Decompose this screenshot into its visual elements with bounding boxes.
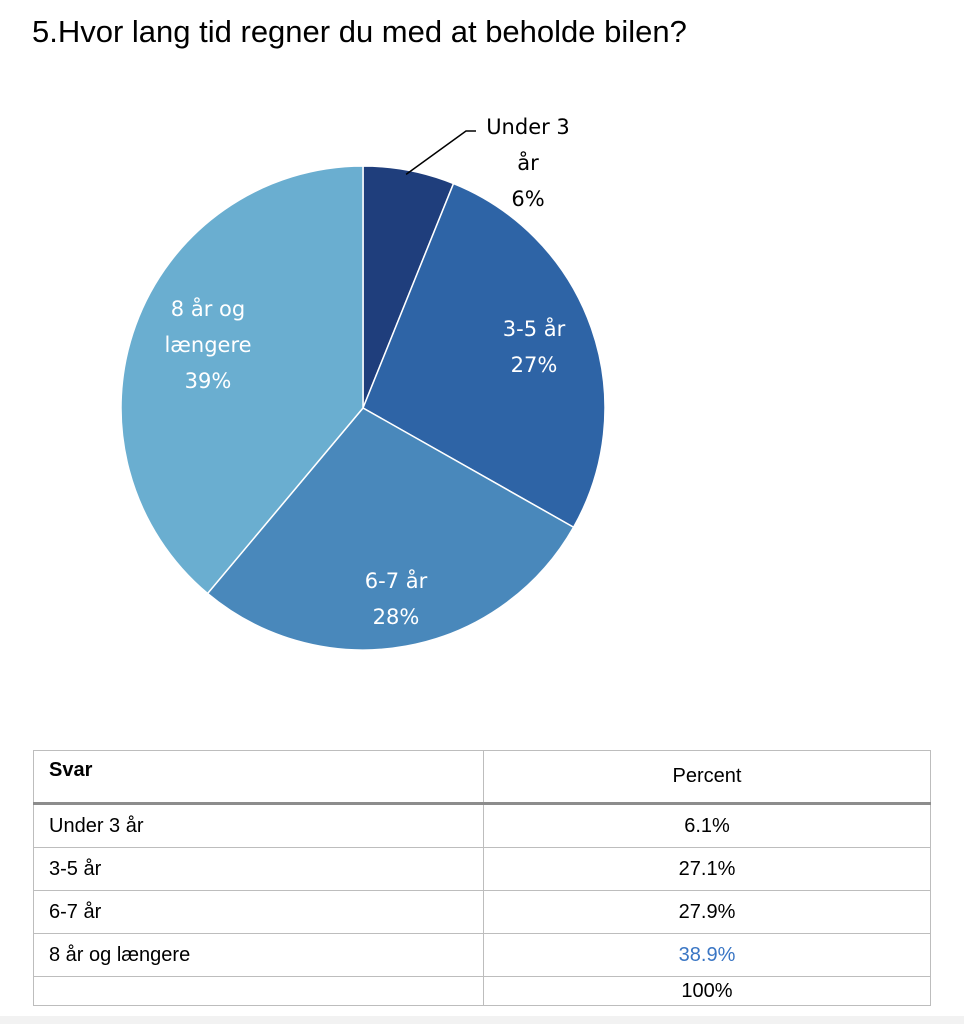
slice-label-line: længere <box>164 333 251 357</box>
table-row: 8 år og længere 38.9% <box>33 933 931 977</box>
row-percent: 27.1% <box>483 847 931 891</box>
slice-label-line: 39% <box>185 369 232 393</box>
slice-label-line: 27% <box>511 353 558 377</box>
pie-chart: Under 3 år 6% 3-5 år 27% 6-7 år 28% 8 år og læng… <box>120 115 606 651</box>
row-svar: 6-7 år <box>33 890 484 934</box>
row-svar: Under 3 år <box>33 803 484 848</box>
slice-label-line: 3-5 år <box>503 316 566 341</box>
slice-label: Under 3 år 6% <box>486 115 570 211</box>
table-row: 6-7 år 27.9% <box>33 890 931 934</box>
table-total-row: 100% <box>33 976 931 1006</box>
table-header-row: Svar Percent <box>33 750 931 804</box>
slice-label: 3-5 år 27% <box>503 316 566 377</box>
slice-label-line: 6% <box>511 187 544 211</box>
row-percent: 27.9% <box>483 890 931 934</box>
leader-lines <box>405 130 476 176</box>
bottom-strip <box>0 1016 964 1024</box>
row-svar: 8 år og længere <box>33 933 484 977</box>
table-row: 3-5 år 27.1% <box>33 847 931 891</box>
results-table: Svar Percent Under 3 år 6.1% 3-5 år 27.1… <box>33 750 931 1006</box>
pie-slice <box>362 182 606 529</box>
slice-label-line: år <box>517 150 539 175</box>
slice-labels: Under 3 år 6% 3-5 år 27% 6-7 år 28% 8 år og læng… <box>164 115 569 629</box>
total-svar <box>33 976 484 1006</box>
pie-slice <box>206 407 575 651</box>
header-percent: Percent <box>483 750 931 804</box>
row-percent-highlighted: 38.9% <box>483 933 931 977</box>
slice-label-line: 28% <box>373 605 420 629</box>
slice-label: 8 år og længere 39% <box>164 296 251 393</box>
header-svar: Svar <box>33 750 484 804</box>
row-percent: 6.1% <box>483 803 931 848</box>
slice-label: 6-7 år 28% <box>365 568 428 629</box>
row-svar: 3-5 år <box>33 847 484 891</box>
slice-label-line: Under 3 <box>486 115 570 139</box>
pie-slices <box>120 165 606 651</box>
table-row: Under 3 år 6.1% <box>33 803 931 848</box>
page-title: 5.Hvor lang tid regner du med at beholde… <box>32 14 687 49</box>
total-percent: 100% <box>483 976 931 1006</box>
slice-label-line: 6-7 år <box>365 568 428 593</box>
slice-label-line: 8 år og <box>171 296 245 321</box>
pie-slice <box>120 165 364 595</box>
leader-line <box>405 130 476 176</box>
